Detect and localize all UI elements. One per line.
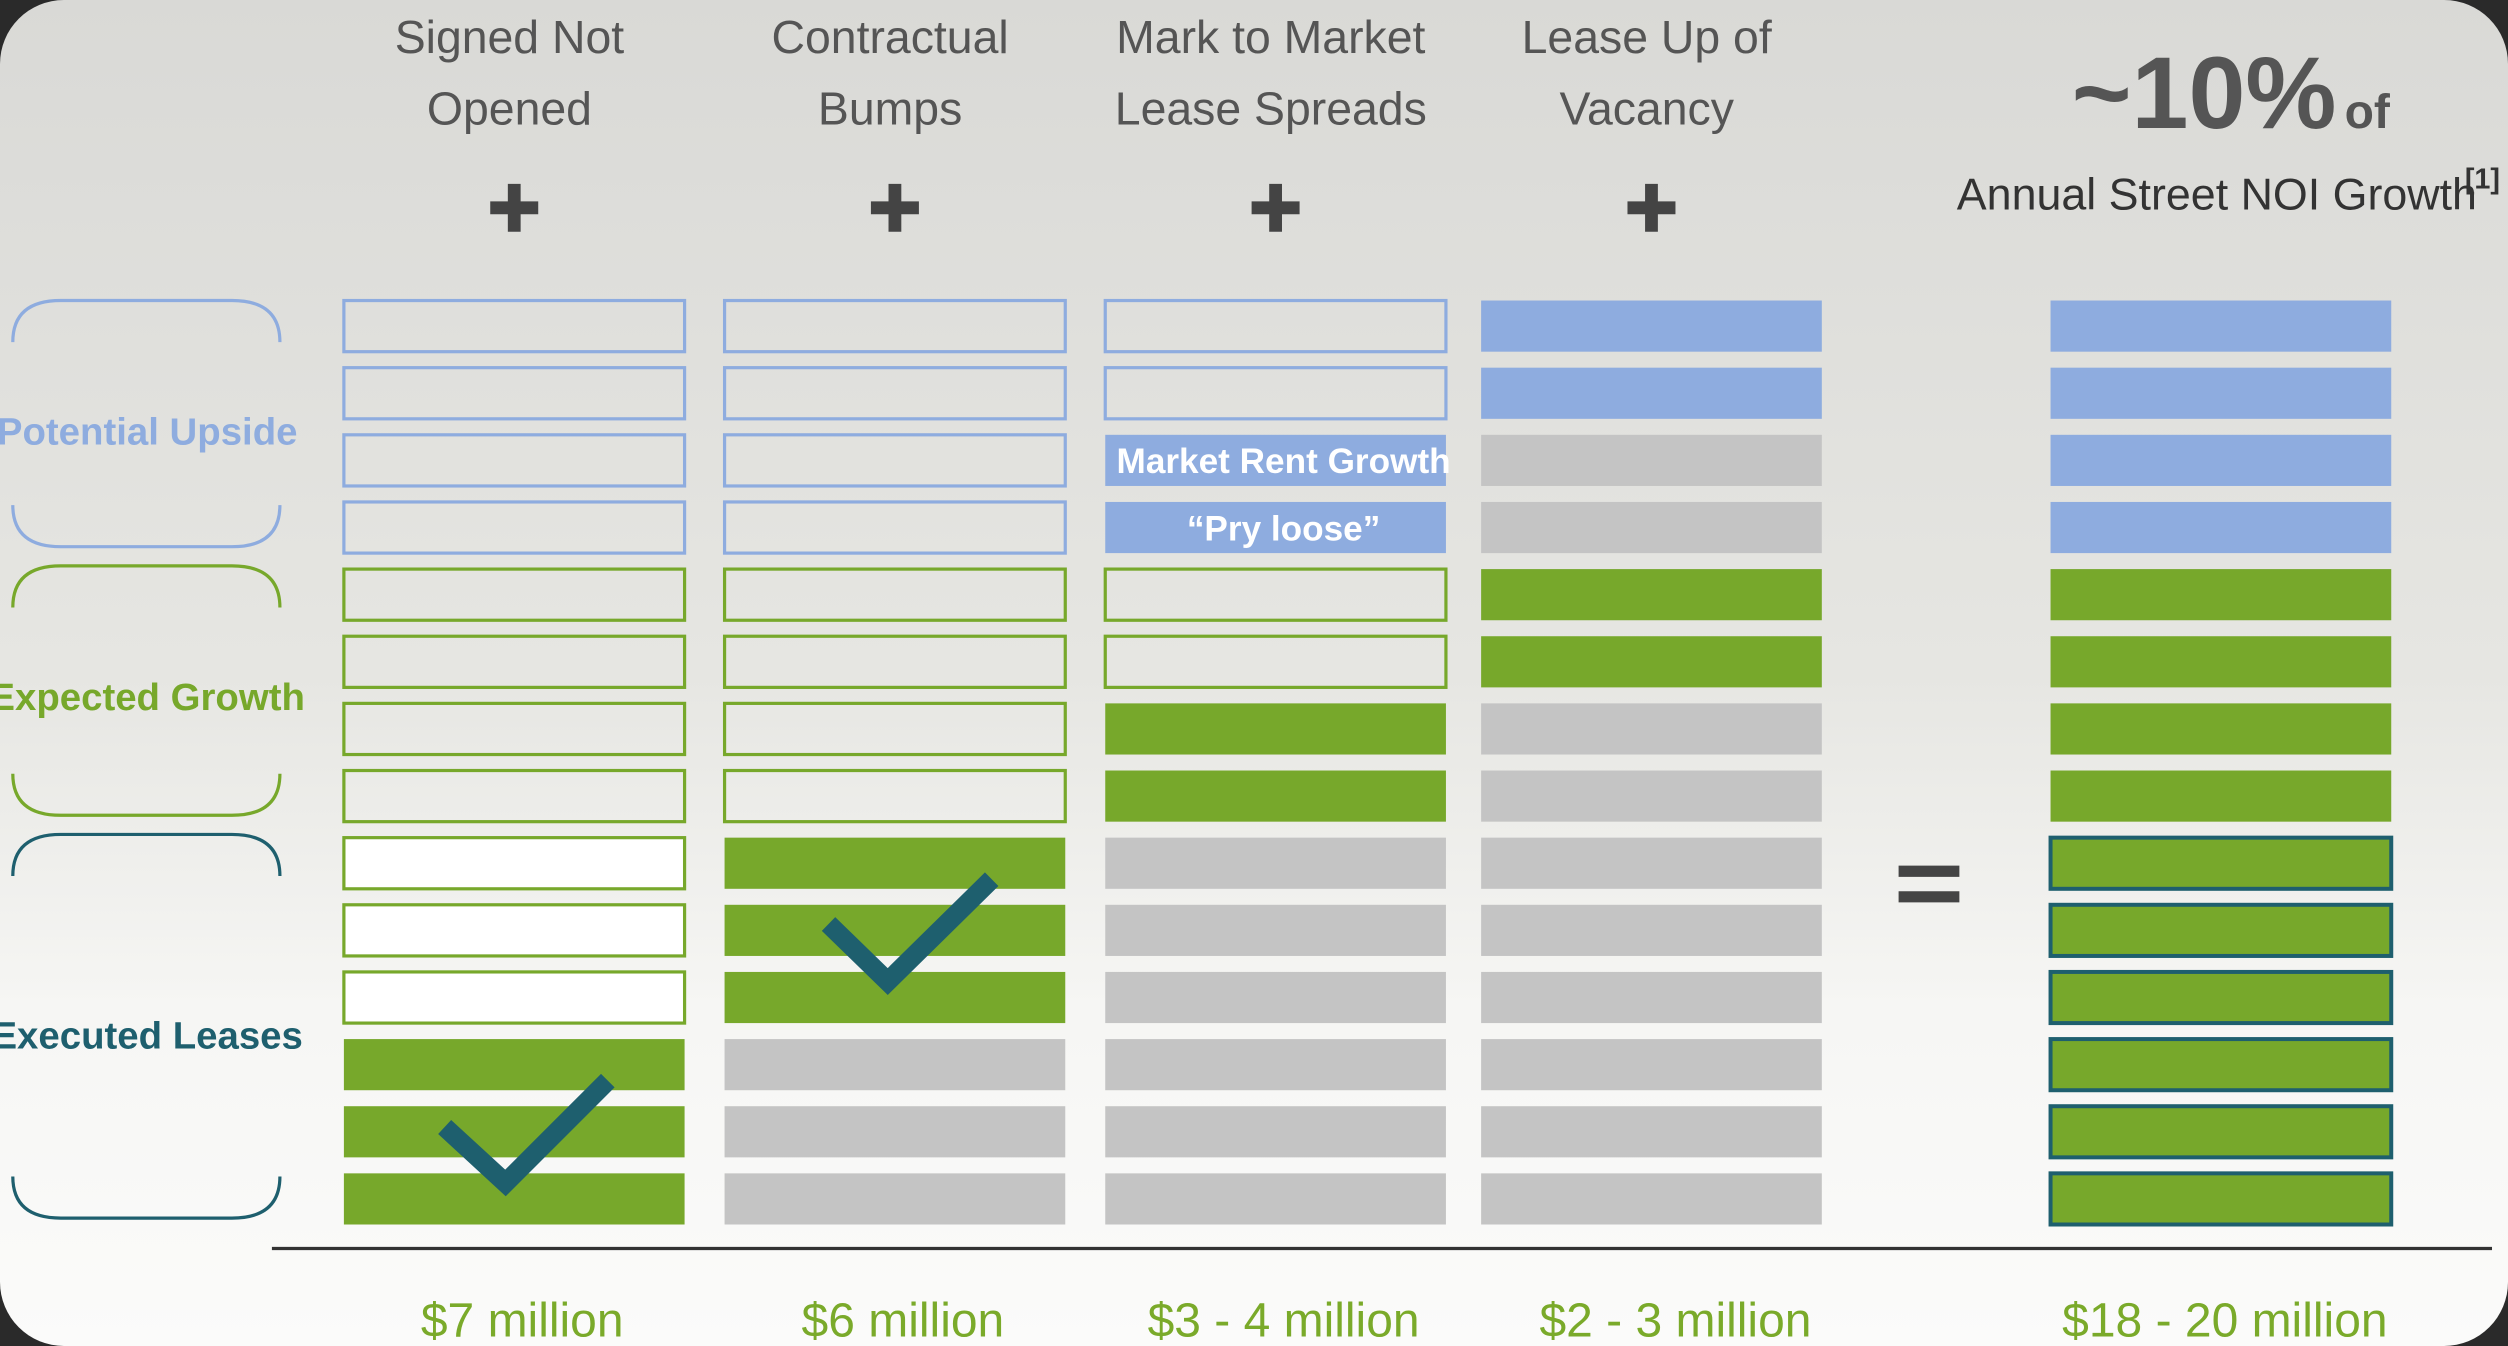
bar-block xyxy=(2051,771,2392,822)
bar-block xyxy=(2051,636,2392,687)
column-total: $3 - 4 million xyxy=(1148,1294,1420,1346)
column-title: Bumps xyxy=(818,83,962,135)
bar-block xyxy=(2051,1106,2392,1157)
bar-block xyxy=(725,838,1066,889)
column-total: $2 - 3 million xyxy=(1539,1294,1811,1346)
column-title: Signed Not xyxy=(395,11,625,63)
bar-block xyxy=(1481,771,1822,822)
column-title: Lease Up of xyxy=(1522,11,1772,63)
bar-label: “Pry loose” xyxy=(1187,509,1380,548)
bar-block xyxy=(1481,1106,1822,1157)
bar-block xyxy=(1105,1039,1446,1090)
bar-label: Market Rent Growth xyxy=(1117,442,1451,481)
bar-block xyxy=(344,1039,685,1090)
bar-block xyxy=(725,1039,1066,1090)
column-title: Opened xyxy=(427,83,592,135)
bar-block xyxy=(2051,301,2392,352)
legend-label: Expected Growth xyxy=(0,676,305,719)
subtitle: Annual Street NOI Growth xyxy=(1957,169,2477,219)
bar-block xyxy=(2051,905,2392,956)
bar-block xyxy=(344,972,685,1023)
bar-block xyxy=(1481,1039,1822,1090)
bar-block xyxy=(1481,838,1822,889)
column-title: Contractual xyxy=(772,11,1009,63)
bar-block xyxy=(1105,771,1446,822)
bar-block xyxy=(1105,703,1446,754)
bar-block xyxy=(1481,368,1822,419)
bar-block xyxy=(1105,1106,1446,1157)
bar-block xyxy=(1481,301,1822,352)
bar-block xyxy=(1481,905,1822,956)
bar-block xyxy=(1481,636,1822,687)
column-title: Mark to Market xyxy=(1116,11,1425,63)
bar-block xyxy=(344,905,685,956)
legend-label: Executed Leases xyxy=(0,1015,303,1058)
bar-block xyxy=(1481,569,1822,620)
headline-suffix: of xyxy=(2345,86,2391,139)
bar-block xyxy=(2051,569,2392,620)
bar-block xyxy=(2051,838,2392,889)
bar-block xyxy=(1481,435,1822,486)
page: {"columns": [ {"title_lines": ["Signed N… xyxy=(0,0,2508,1346)
bar-block xyxy=(1481,502,1822,553)
bar-block xyxy=(1105,838,1446,889)
bar-block xyxy=(1481,703,1822,754)
bar-block xyxy=(725,1173,1066,1224)
bar-block xyxy=(344,838,685,889)
bar-block xyxy=(2051,435,2392,486)
column-total: $7 million xyxy=(421,1294,624,1346)
bar-block xyxy=(2051,703,2392,754)
bar-block xyxy=(1481,972,1822,1023)
bar-block xyxy=(344,1106,685,1157)
bar-block xyxy=(1481,1173,1822,1224)
bar-block xyxy=(1105,1173,1446,1224)
column-title: Vacancy xyxy=(1559,83,1734,135)
bar-block xyxy=(725,905,1066,956)
footnote: [1] xyxy=(2465,164,2500,196)
bar-block xyxy=(1105,905,1446,956)
bar-block xyxy=(2051,368,2392,419)
bar-block xyxy=(1105,972,1446,1023)
result-total: $18 - 20 million xyxy=(2062,1294,2387,1346)
legend-label: Potential Upside xyxy=(0,410,297,453)
bar-block xyxy=(2051,1173,2392,1224)
bar-block xyxy=(2051,502,2392,553)
headline: ~10% xyxy=(2072,35,2337,150)
column-title: Lease Spreads xyxy=(1115,83,1427,135)
bar-block xyxy=(2051,972,2392,1023)
infographic: Signed Not Opened $7 million Contractual Bum… xyxy=(0,0,2508,1346)
bar-block xyxy=(725,1106,1066,1157)
bar-block xyxy=(2051,1039,2392,1090)
column-total: $6 million xyxy=(802,1294,1005,1346)
